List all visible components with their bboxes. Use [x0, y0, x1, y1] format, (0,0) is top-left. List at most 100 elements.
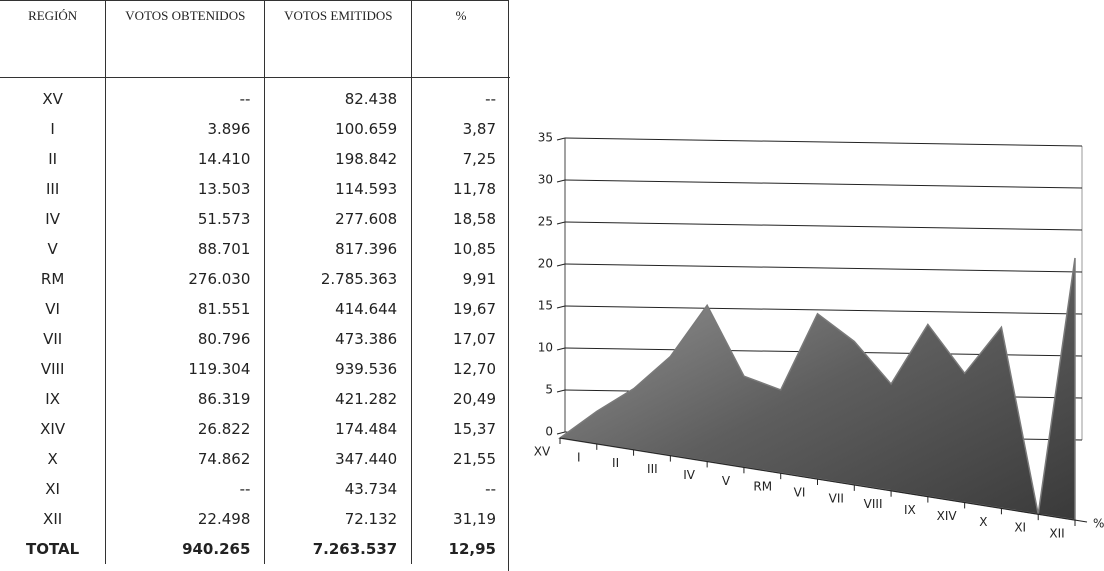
table-cell: 277.608 — [264, 204, 412, 234]
tick-mark — [556, 431, 566, 435]
table-cell: 198.842 — [264, 144, 412, 174]
tick-mark — [556, 305, 566, 309]
table-cell: 19,67 — [411, 294, 510, 324]
x-tick-label: XIV — [937, 509, 958, 523]
table-cell: 81.551 — [105, 294, 265, 324]
table-cell: 7.263.537 — [264, 534, 412, 564]
tick-mark — [556, 221, 566, 225]
table-cell: IV — [45, 210, 60, 228]
table-cell: 817.396 — [264, 234, 412, 264]
table-cell: 88.701 — [105, 234, 265, 264]
column-header: REGIÓN — [0, 0, 106, 78]
table-row: II 14.410 198.842 7,25 — [0, 144, 510, 174]
x-tick-label: XV — [534, 445, 551, 459]
table-row: XII 22.498 72.132 31,19 — [0, 504, 510, 534]
tick-mark — [556, 347, 566, 351]
results-table: REGIÓN VOTOS OBTENIDOS VOTOS EMITIDOS% XV -… — [0, 0, 510, 564]
table-cell: VI — [45, 300, 60, 318]
y-tick-label: 35 — [538, 131, 553, 145]
y-tick-label: 5 — [545, 383, 553, 397]
table-cell: 3.896 — [105, 114, 265, 144]
x-tick-label: X — [979, 515, 987, 529]
x-tick-label: XII — [1049, 527, 1064, 541]
table-cell: 86.319 — [105, 384, 265, 414]
x-tick-label: VI — [794, 486, 806, 500]
header-row: REGIÓN VOTOS OBTENIDOS VOTOS EMITIDOS% — [0, 0, 510, 78]
table-cell: 414.644 — [264, 294, 412, 324]
table-cell: X — [47, 450, 58, 468]
table-cell: 82.438 — [264, 77, 412, 114]
table-row: XV -- 82.438 -- — [0, 77, 510, 114]
table-cell: 9,91 — [411, 264, 510, 294]
table-row: III 13.503 114.593 11,78 — [0, 174, 510, 204]
x-tick-label: I — [577, 450, 581, 464]
table-cell: TOTAL — [26, 540, 80, 558]
table-cell: 276.030 — [105, 264, 265, 294]
y-tick-label: 10 — [538, 341, 553, 355]
x-axis-line — [559, 437, 1088, 523]
x-tick-label: IV — [683, 468, 696, 482]
table-cell: -- — [411, 474, 510, 504]
x-tick-label: VII — [829, 491, 844, 505]
table-cell: 119.304 — [105, 354, 265, 384]
table-cell: III — [45, 180, 60, 198]
y-tick-label: 25 — [538, 215, 553, 229]
table-cell: RM — [40, 270, 65, 288]
table-cell: 10,85 — [411, 234, 510, 264]
table-row: IX 86.319 421.282 20,49 — [0, 384, 510, 414]
x-tick-label: IX — [904, 503, 916, 517]
table-cell: 347.440 — [264, 444, 412, 474]
column-header: VOTOS EMITIDOS — [264, 0, 412, 78]
y-tick-label: 20 — [538, 257, 553, 271]
table-row: VII 80.796 473.386 17,07 — [0, 324, 510, 354]
table-cell: 74.862 — [105, 444, 265, 474]
table-cell: 22.498 — [105, 504, 265, 534]
area — [558, 257, 1076, 521]
table-cell: 72.132 — [264, 504, 412, 534]
y-tick-label: 30 — [538, 173, 553, 187]
x-tick-label: V — [722, 474, 731, 488]
column-header: % — [411, 0, 510, 78]
table-cell: VIII — [40, 360, 65, 378]
table-cell: XII — [43, 510, 63, 528]
table-cell: 473.386 — [264, 324, 412, 354]
table-cell: XI — [45, 480, 60, 498]
table-cell: II — [48, 150, 58, 168]
table-cell: XV — [42, 90, 63, 108]
table-cell: IX — [45, 390, 60, 408]
table-body: XV -- 82.438 -- I 3.896 100.659 3,87 II 14.410 198… — [0, 77, 510, 564]
table-row: XIV 26.822 174.484 15,37 — [0, 414, 510, 444]
table-row: X 74.862 347.440 21,55 — [0, 444, 510, 474]
table-cell: 11,78 — [411, 174, 510, 204]
table-row: TOTAL 940.265 7.263.537 12,95 — [0, 534, 510, 564]
table-cell: 939.536 — [264, 354, 412, 384]
table-row: VIII 119.304 939.536 12,70 — [0, 354, 510, 384]
table-cell: 12,95 — [411, 534, 510, 564]
grid-line — [564, 305, 1083, 315]
x-tick-label: XI — [1014, 521, 1026, 535]
table-cell: 13.503 — [105, 174, 265, 204]
tick-mark — [556, 263, 566, 267]
table-cell: 15,37 — [411, 414, 510, 444]
table-row: V 88.701 817.396 10,85 — [0, 234, 510, 264]
x-tick-label: RM — [753, 480, 772, 494]
table-cell: 421.282 — [264, 384, 412, 414]
table-cell: VII — [43, 330, 63, 348]
table-cell: 100.659 — [264, 114, 412, 144]
tick-mark — [556, 179, 566, 183]
tick-mark — [556, 389, 566, 393]
column-header: VOTOS OBTENIDOS — [105, 0, 265, 78]
table-cell: 940.265 — [105, 534, 265, 564]
table-cell: 14.410 — [105, 144, 265, 174]
table-cell: 2.785.363 — [264, 264, 412, 294]
y-tick-label: 15 — [538, 299, 553, 313]
tick-mark — [556, 137, 566, 141]
x-tick-label: II — [612, 456, 619, 470]
table-cell: 18,58 — [411, 204, 510, 234]
table-cell: 12,70 — [411, 354, 510, 384]
grid-line — [564, 137, 1083, 147]
table-cell: 20,49 — [411, 384, 510, 414]
table-row: VI 81.551 414.644 19,67 — [0, 294, 510, 324]
